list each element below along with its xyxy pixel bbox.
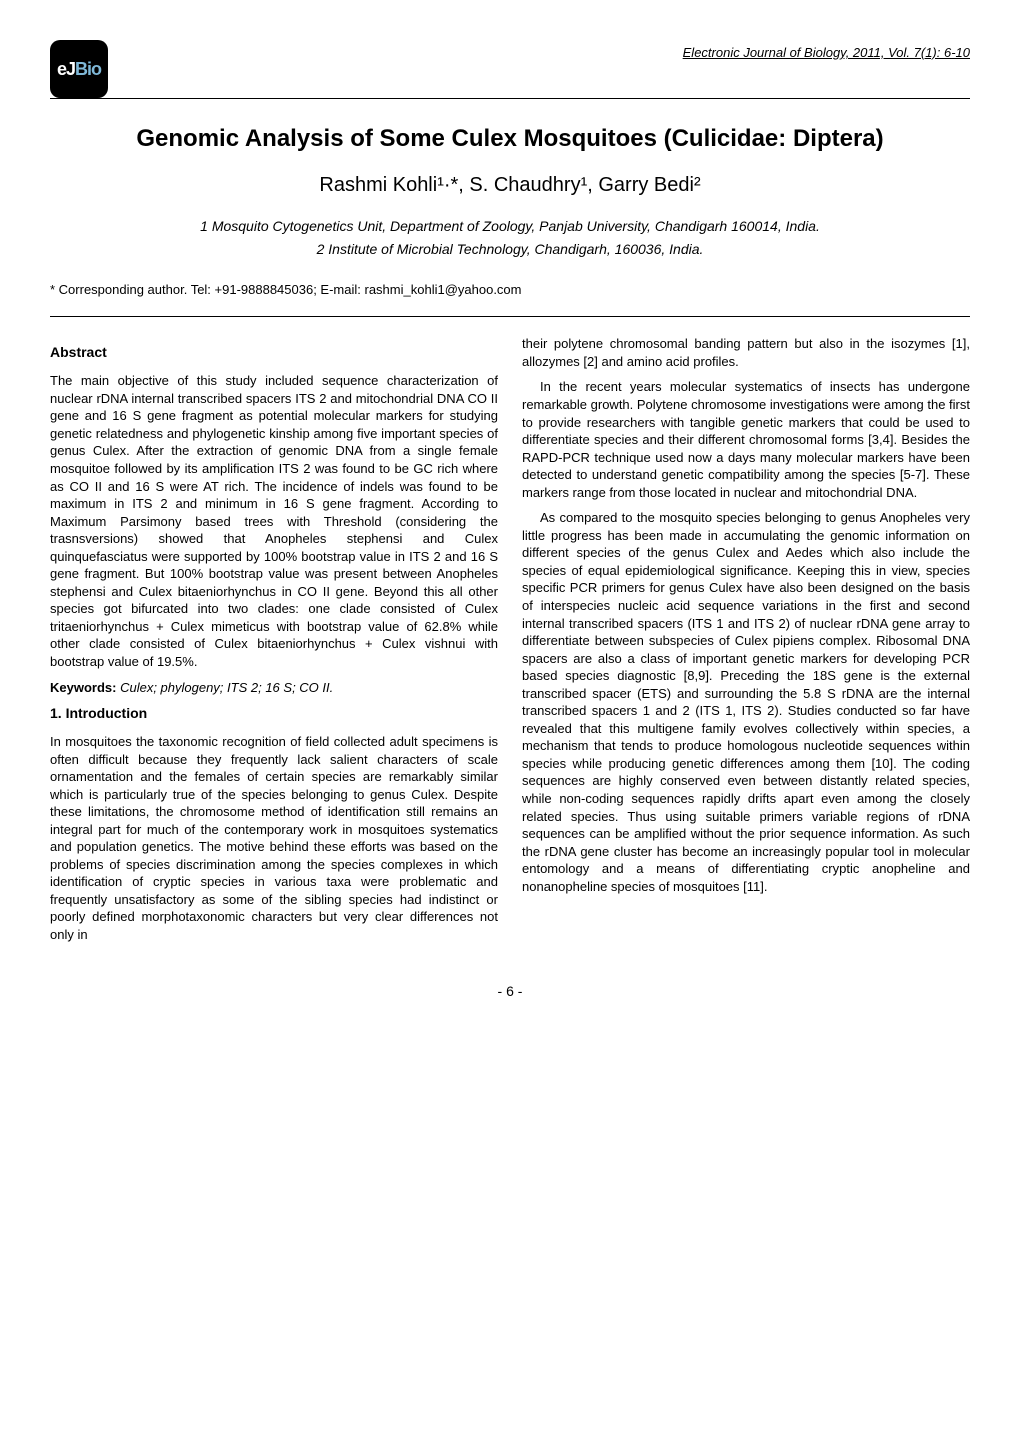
- journal-logo: eJBio: [50, 40, 108, 98]
- authors-line: Rashmi Kohli¹·*, S. Chaudhry¹, Garry Bed…: [50, 172, 970, 199]
- affiliation-1: 1 Mosquito Cytogenetics Unit, Department…: [50, 217, 970, 236]
- right-paragraph-3: As compared to the mosquito species belo…: [522, 509, 970, 895]
- logo-text-bio: Bio: [75, 57, 101, 81]
- right-column: their polytene chromosomal banding patte…: [522, 335, 970, 951]
- logo-text-ej: eJ: [57, 57, 75, 81]
- keywords-label: Keywords:: [50, 680, 116, 695]
- right-paragraph-2: In the recent years molecular systematic…: [522, 378, 970, 501]
- left-column: Abstract The main objective of this stud…: [50, 335, 498, 951]
- article-title: Genomic Analysis of Some Culex Mosquitoe…: [50, 124, 970, 154]
- page-number: - 6 -: [50, 982, 970, 1001]
- page-header: eJBio Electronic Journal of Biology, 201…: [50, 40, 970, 99]
- keywords-text: Culex; phylogeny; ITS 2; 16 S; CO II.: [116, 680, 333, 695]
- two-column-body: Abstract The main objective of this stud…: [50, 335, 970, 951]
- corresponding-author: * Corresponding author. Tel: +91-9888845…: [50, 281, 970, 299]
- affiliation-2: 2 Institute of Microbial Technology, Cha…: [50, 240, 970, 259]
- intro-heading: 1. Introduction: [50, 704, 498, 723]
- abstract-text: The main objective of this study include…: [50, 372, 498, 670]
- divider-line: [50, 316, 970, 317]
- abstract-heading: Abstract: [50, 343, 498, 362]
- intro-paragraph-1: In mosquitoes the taxonomic recognition …: [50, 733, 498, 944]
- right-paragraph-1: their polytene chromosomal banding patte…: [522, 335, 970, 370]
- journal-reference: Electronic Journal of Biology, 2011, Vol…: [683, 44, 970, 62]
- keywords-line: Keywords: Culex; phylogeny; ITS 2; 16 S;…: [50, 679, 498, 697]
